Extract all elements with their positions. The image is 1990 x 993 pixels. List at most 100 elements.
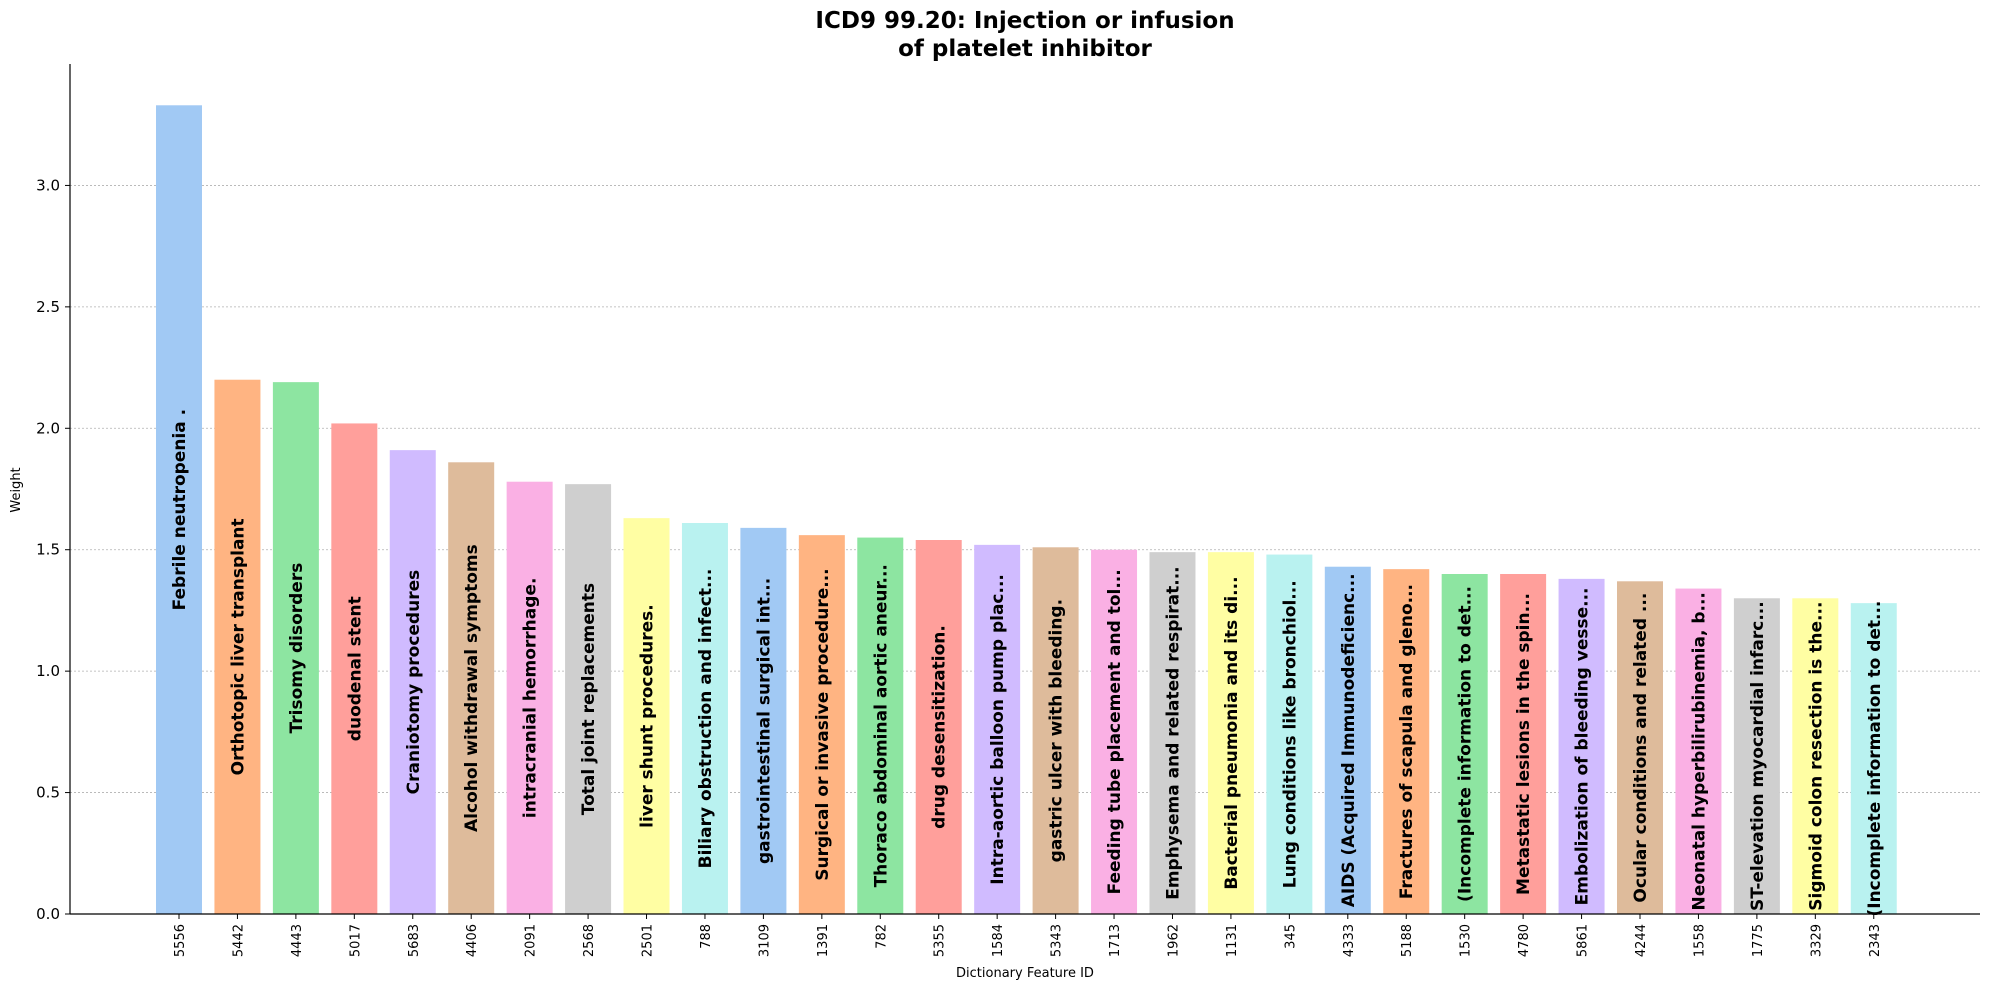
bar-788 xyxy=(681,523,728,914)
x-tick-label-5861: 5861 xyxy=(1576,924,1591,957)
x-tick-label-5442: 5442 xyxy=(231,924,246,957)
y-tick-label-6: 3.0 xyxy=(36,176,60,194)
y-tick-label-5: 2.5 xyxy=(36,298,60,316)
bar-4443 xyxy=(272,382,319,915)
bar-label-1391: Surgical or invasive procedure... xyxy=(813,568,833,880)
bar-label-5355: drug desensitization. xyxy=(930,625,950,829)
bar-label-2091: intracranial hemorrhage. xyxy=(521,578,541,819)
bar-1558 xyxy=(1675,588,1722,914)
bar-4244 xyxy=(1617,581,1663,914)
x-tick-label-5556: 5556 xyxy=(173,924,188,957)
x-tick-label-2343: 2343 xyxy=(1868,924,1883,957)
bar-label-4244: Ocular conditions and related ... xyxy=(1631,593,1651,903)
bar-5861 xyxy=(1558,578,1605,914)
bar-label-5017: duodenal stent xyxy=(345,596,365,741)
bar-label-2568: Total joint replacements xyxy=(579,583,599,815)
bar-label-345: Lung conditions like bronchiol... xyxy=(1280,580,1300,888)
x-tick-label-2568: 2568 xyxy=(582,924,597,957)
chart-title-line-1: ICD9 99.20: Injection or infusion xyxy=(815,8,1234,34)
y-tick-label-1: 0.5 xyxy=(36,784,60,802)
bar-label-2501: liver shunt procedures. xyxy=(638,604,658,828)
bar-label-2343: (Incomplete information to det... xyxy=(1865,601,1885,917)
bar-label-4443: Trisomy disorders xyxy=(287,563,307,734)
bar-3109 xyxy=(740,527,787,914)
bar-label-3109: gastrointestinal surgical int... xyxy=(754,578,774,864)
bar-label-5556: Febrile neutropenia . xyxy=(170,409,190,611)
bar-5556 xyxy=(156,105,202,915)
bar-5442 xyxy=(214,379,261,914)
x-tick-label-782: 782 xyxy=(874,924,889,949)
x-tick-label-1558: 1558 xyxy=(1692,924,1707,957)
bar-label-5861: Embolization of bleeding vesse... xyxy=(1573,588,1593,906)
x-tick-label-1530: 1530 xyxy=(1459,924,1474,957)
x-tick-label-2501: 2501 xyxy=(641,924,656,957)
x-tick-label-5355: 5355 xyxy=(933,924,948,957)
bar-2343 xyxy=(1850,603,1897,914)
x-tick-label-1131: 1131 xyxy=(1225,924,1240,957)
x-tick-label-1775: 1775 xyxy=(1751,924,1766,957)
bar-5017 xyxy=(331,423,378,914)
x-tick-label-2091: 2091 xyxy=(524,924,539,957)
bar-5188 xyxy=(1383,569,1430,914)
bar-label-1558: Neonatal hyperbilirubinemia, b... xyxy=(1689,592,1709,910)
bar-2568 xyxy=(565,484,612,914)
bar-5683 xyxy=(389,450,436,914)
y-axis: 0.0 0.5 1.0 1.5 2.0 2.5 3.0 xyxy=(36,64,71,923)
bar-5355 xyxy=(915,540,962,914)
bar-2091 xyxy=(506,481,553,914)
x-tick-label-1962: 1962 xyxy=(1166,924,1181,957)
x-tick-label-1391: 1391 xyxy=(816,924,831,957)
bar-4406 xyxy=(448,462,495,914)
bar-label-1713: Feeding tube placement and tol... xyxy=(1105,569,1125,894)
bar-label-5343: gastric ulcer with bleeding. xyxy=(1047,599,1067,862)
x-tick-label-5343: 5343 xyxy=(1050,924,1065,957)
x-tick-label-1713: 1713 xyxy=(1108,924,1123,957)
bars-group xyxy=(156,105,1897,915)
bar-1391 xyxy=(798,535,845,914)
bar-3329 xyxy=(1792,598,1839,914)
bar-label-1775: ST-elevation myocardial infarc... xyxy=(1748,601,1768,911)
bar-1713 xyxy=(1091,549,1138,914)
bar-label-1530: (Incomplete information to det... xyxy=(1456,586,1476,902)
bar-label-4406: Alcohol withdrawal symptoms xyxy=(462,544,482,832)
bar-label-1131: Bacterial pneumonia and its di... xyxy=(1222,576,1242,889)
x-axis: 5556 5442 4443 5017 5683 4406 2091 2568 2501 788 3… xyxy=(70,913,1980,957)
x-tick-label-1584: 1584 xyxy=(991,924,1006,957)
x-tick-label-4333: 4333 xyxy=(1342,924,1357,957)
x-tick-label-4443: 4443 xyxy=(290,924,305,957)
x-tick-label-4244: 4244 xyxy=(1634,924,1649,957)
bar-label-4333: AIDS (Acquired Immunodeficienc... xyxy=(1339,573,1359,907)
x-axis-label: Dictionary Feature ID xyxy=(956,966,1094,981)
bar-labels-group: Febrile neutropenia . Orthotopic liver tr… xyxy=(170,409,1885,917)
bar-label-3329: Sigmoid colon resection is the... xyxy=(1806,602,1826,911)
x-tick-label-3109: 3109 xyxy=(757,924,772,957)
bar-label-1584: Intra-aortic balloon pump plac... xyxy=(988,574,1008,885)
x-tick-label-4406: 4406 xyxy=(465,924,480,957)
x-tick-label-3329: 3329 xyxy=(1809,924,1824,957)
y-tick-label-3: 1.5 xyxy=(36,541,60,559)
x-tick-label-5188: 5188 xyxy=(1400,924,1415,957)
bar-label-5683: Craniotomy procedures xyxy=(404,570,424,795)
x-tick-label-345: 345 xyxy=(1283,924,1298,949)
bar-label-1962: Emphysema and related respirat... xyxy=(1163,566,1183,899)
y-axis-label: Weight xyxy=(9,467,24,512)
y-tick-label-0: 0.0 xyxy=(36,905,60,923)
bar-label-788: Biliary obstruction and infect... xyxy=(696,569,716,869)
x-tick-label-5017: 5017 xyxy=(348,924,363,957)
chart-title-line-2: of platelet inhibitor xyxy=(898,36,1152,62)
x-tick-label-5683: 5683 xyxy=(407,924,422,957)
x-tick-label-4780: 4780 xyxy=(1517,924,1532,957)
bar-label-4780: Metastatic lesions in the spin... xyxy=(1514,593,1534,895)
bar-4333 xyxy=(1324,566,1371,914)
bar-1530 xyxy=(1441,574,1488,914)
bar-1962 xyxy=(1149,552,1196,914)
y-tick-label-2: 1.0 xyxy=(36,662,60,680)
bar-5343 xyxy=(1032,547,1079,914)
bar-4780 xyxy=(1500,574,1547,914)
bar-1775 xyxy=(1733,598,1780,914)
bar-1131 xyxy=(1207,552,1254,914)
bar-label-5442: Orthotopic liver transplant xyxy=(228,518,248,775)
bar-782 xyxy=(857,537,904,914)
